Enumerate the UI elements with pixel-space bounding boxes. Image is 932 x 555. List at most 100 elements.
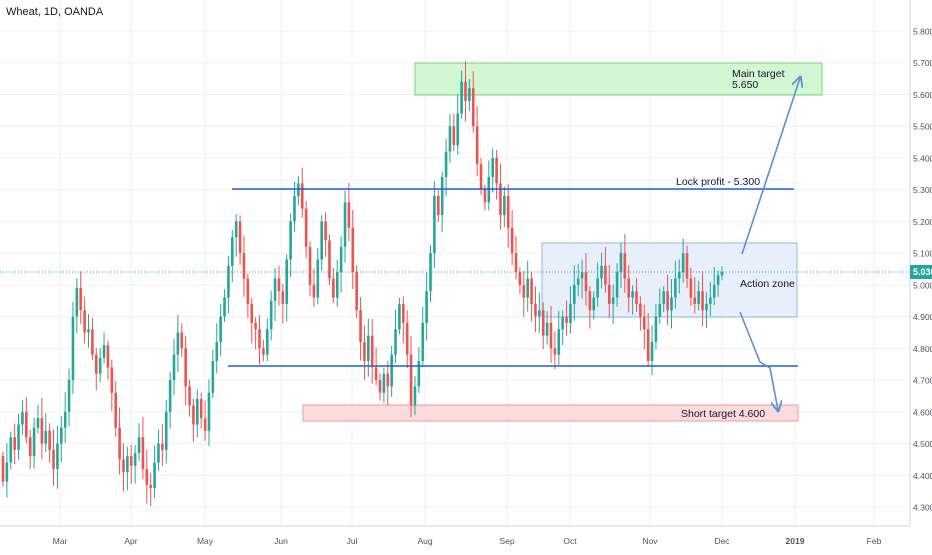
- candle[interactable]: [677, 259, 681, 294]
- candle[interactable]: [149, 472, 152, 507]
- candle[interactable]: [475, 105, 479, 177]
- candle[interactable]: [172, 338, 176, 396]
- candle[interactable]: [59, 415, 63, 463]
- candle[interactable]: [448, 114, 452, 163]
- candle[interactable]: [1, 451, 5, 487]
- candle[interactable]: [227, 256, 230, 314]
- candle[interactable]: [518, 267, 522, 295]
- candle[interactable]: [510, 210, 514, 265]
- candle[interactable]: [619, 243, 623, 288]
- candle[interactable]: [332, 267, 335, 303]
- candle[interactable]: [429, 245, 432, 303]
- candle[interactable]: [56, 425, 59, 489]
- candle[interactable]: [405, 310, 409, 369]
- candle[interactable]: [343, 190, 347, 263]
- candle[interactable]: [297, 176, 300, 206]
- candle[interactable]: [184, 335, 187, 406]
- candle[interactable]: [549, 305, 553, 363]
- candle[interactable]: [192, 398, 195, 442]
- candle[interactable]: [631, 285, 634, 315]
- candle[interactable]: [83, 296, 86, 344]
- main-target-zone[interactable]: [414, 62, 823, 96]
- candle[interactable]: [538, 292, 541, 333]
- candle[interactable]: [300, 167, 304, 218]
- candle[interactable]: [87, 314, 90, 348]
- candle[interactable]: [36, 404, 40, 434]
- candle[interactable]: [324, 212, 327, 257]
- candle[interactable]: [265, 318, 269, 362]
- candle[interactable]: [565, 300, 568, 336]
- candle[interactable]: [145, 449, 149, 504]
- candle[interactable]: [584, 253, 588, 306]
- candle[interactable]: [503, 186, 506, 228]
- candle[interactable]: [576, 264, 580, 297]
- candle[interactable]: [215, 323, 219, 374]
- candle[interactable]: [611, 284, 615, 325]
- candle[interactable]: [421, 306, 425, 368]
- candle[interactable]: [106, 340, 110, 380]
- candle[interactable]: [464, 61, 467, 122]
- candle[interactable]: [285, 254, 289, 322]
- candle[interactable]: [689, 267, 693, 306]
- candle[interactable]: [63, 392, 67, 444]
- candle[interactable]: [378, 372, 382, 401]
- candle[interactable]: [110, 360, 114, 412]
- candle[interactable]: [203, 400, 207, 441]
- candle[interactable]: [720, 266, 724, 281]
- candle[interactable]: [316, 247, 320, 305]
- candle[interactable]: [681, 238, 685, 283]
- candle[interactable]: [716, 270, 720, 297]
- candle[interactable]: [48, 423, 51, 463]
- candle[interactable]: [534, 286, 537, 332]
- candle[interactable]: [176, 315, 180, 373]
- candle[interactable]: [231, 229, 234, 282]
- candle[interactable]: [223, 289, 226, 323]
- candle[interactable]: [701, 271, 704, 327]
- candle[interactable]: [662, 286, 666, 313]
- candle[interactable]: [242, 235, 246, 297]
- candle[interactable]: [436, 190, 440, 223]
- candle[interactable]: [129, 444, 133, 484]
- candle[interactable]: [67, 368, 71, 427]
- candle[interactable]: [9, 431, 13, 470]
- candle[interactable]: [569, 285, 572, 334]
- candle[interactable]: [102, 332, 106, 364]
- candle[interactable]: [168, 371, 172, 429]
- candle[interactable]: [71, 301, 75, 395]
- candle[interactable]: [495, 149, 498, 200]
- candle[interactable]: [654, 303, 658, 350]
- candle[interactable]: [153, 445, 156, 498]
- candle[interactable]: [580, 259, 584, 299]
- candle[interactable]: [114, 381, 118, 437]
- candle[interactable]: [98, 347, 102, 383]
- candle[interactable]: [709, 281, 712, 317]
- candle[interactable]: [545, 311, 549, 345]
- candle[interactable]: [254, 316, 257, 350]
- candle[interactable]: [44, 413, 48, 453]
- candle[interactable]: [347, 182, 351, 242]
- candle[interactable]: [355, 265, 358, 319]
- candle[interactable]: [277, 265, 281, 306]
- candle[interactable]: [409, 335, 413, 418]
- candle[interactable]: [363, 325, 366, 380]
- candle[interactable]: [122, 443, 125, 492]
- candle[interactable]: [258, 315, 261, 365]
- candle[interactable]: [642, 304, 646, 350]
- candle[interactable]: [91, 317, 94, 360]
- candle[interactable]: [468, 79, 471, 112]
- candle[interactable]: [596, 262, 599, 307]
- candle[interactable]: [293, 181, 296, 232]
- candle[interactable]: [28, 429, 32, 469]
- candle[interactable]: [627, 265, 631, 313]
- candle[interactable]: [188, 379, 191, 417]
- candle[interactable]: [141, 416, 145, 480]
- candle[interactable]: [207, 379, 211, 446]
- candle[interactable]: [40, 397, 44, 460]
- candle[interactable]: [312, 268, 316, 308]
- candle[interactable]: [514, 236, 518, 280]
- candle[interactable]: [635, 278, 638, 312]
- candle[interactable]: [351, 210, 355, 289]
- candle[interactable]: [21, 399, 24, 435]
- candle[interactable]: [417, 347, 421, 393]
